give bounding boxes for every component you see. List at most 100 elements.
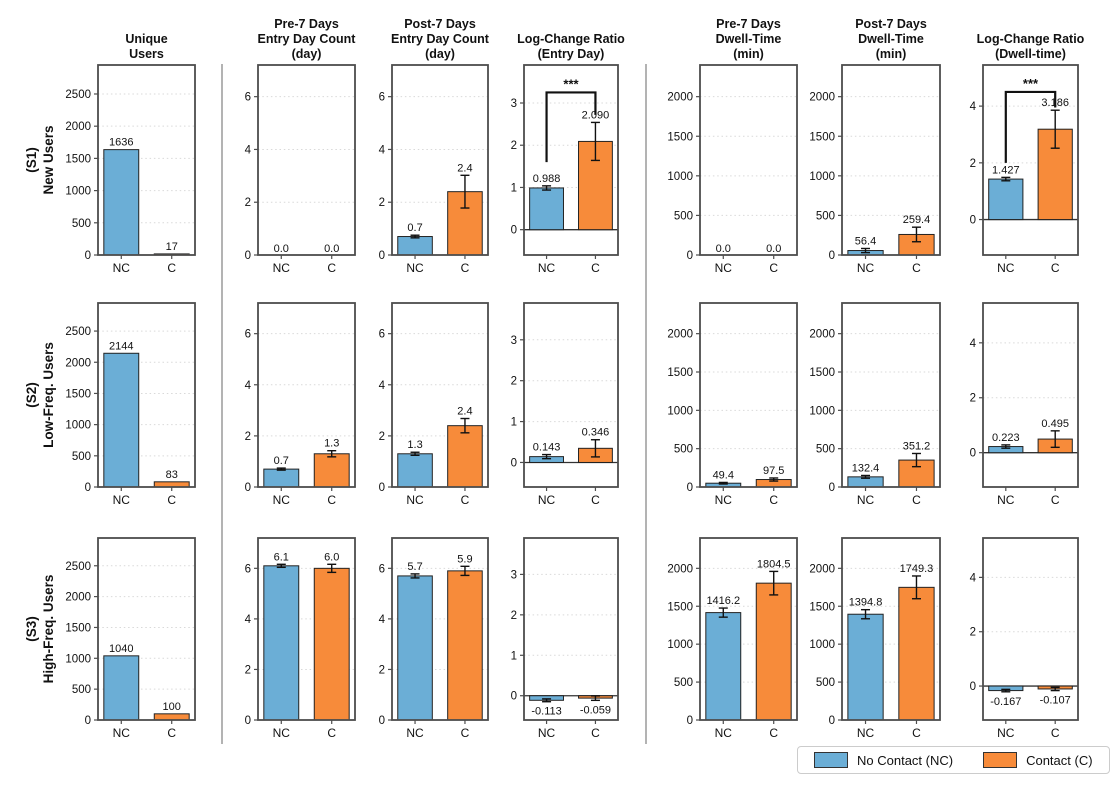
svg-text:1416.2: 1416.2	[706, 595, 740, 607]
svg-text:NC: NC	[715, 493, 733, 507]
svg-text:2: 2	[970, 627, 976, 639]
svg-text:3: 3	[511, 98, 517, 110]
svg-text:1: 1	[511, 182, 517, 194]
svg-text:1500: 1500	[809, 131, 835, 143]
svg-text:351.2: 351.2	[903, 440, 931, 452]
svg-text:***: ***	[563, 76, 579, 91]
svg-text:2.4: 2.4	[457, 162, 472, 174]
svg-text:NC: NC	[997, 261, 1015, 275]
legend-item-no-contact: No Contact (NC)	[814, 752, 953, 768]
svg-text:0.346: 0.346	[582, 427, 610, 439]
svg-text:0.7: 0.7	[274, 455, 289, 467]
svg-text:0.0: 0.0	[716, 243, 731, 255]
svg-text:0: 0	[970, 448, 976, 460]
svg-text:1000: 1000	[65, 653, 91, 665]
chart-panel-s3-post7-dwell: 0 500 1000 1500 2000 NC C 1394.8 1749.3	[809, 537, 941, 740]
svg-text:NC: NC	[273, 261, 291, 275]
legend: No Contact (NC) Contact (C)	[797, 746, 1110, 774]
svg-text:0: 0	[245, 715, 251, 727]
svg-text:0: 0	[511, 691, 517, 703]
svg-text:2.090: 2.090	[582, 109, 610, 121]
svg-text:2500: 2500	[65, 326, 91, 338]
svg-text:C: C	[327, 493, 336, 507]
chart-panel-s2-post7-dwell: 0 500 1000 1500 2000 NC C 132.4 351.2	[809, 302, 941, 507]
legend-item-contact: Contact (C)	[983, 752, 1093, 768]
svg-text:NC: NC	[997, 726, 1015, 740]
svg-text:C: C	[769, 261, 778, 275]
svg-text:1804.5: 1804.5	[757, 558, 791, 570]
svg-text:56.4: 56.4	[855, 235, 876, 247]
svg-text:NC: NC	[113, 261, 131, 275]
svg-text:2: 2	[245, 197, 251, 209]
svg-text:0.0: 0.0	[324, 243, 339, 255]
svg-text:C: C	[769, 493, 778, 507]
column-header-logchange-entry-day: Log-Change Ratio (Entry Day)	[517, 32, 625, 61]
svg-text:1394.8: 1394.8	[849, 597, 883, 609]
svg-text:4: 4	[970, 572, 977, 584]
svg-text:C: C	[769, 726, 778, 740]
svg-text:NC: NC	[715, 261, 733, 275]
svg-text:97.5: 97.5	[763, 465, 784, 477]
svg-text:1500: 1500	[667, 601, 693, 613]
svg-text:0: 0	[829, 715, 835, 727]
chart-panel-s1-logchange-dwell: *** 0 2 4 NC C 1.427 3.186	[970, 64, 1079, 275]
svg-text:1000: 1000	[809, 405, 835, 417]
chart-panel-s2-post7-entry-day: 0 2 4 6 NC C 1.3 2.4	[379, 302, 489, 507]
svg-text:4: 4	[245, 144, 252, 156]
svg-text:-0.113: -0.113	[531, 706, 561, 718]
svg-text:500: 500	[674, 210, 693, 222]
svg-text:2: 2	[970, 158, 976, 170]
svg-text:2000: 2000	[667, 563, 693, 575]
svg-text:0: 0	[970, 215, 976, 227]
svg-text:1.3: 1.3	[324, 438, 339, 450]
svg-text:2: 2	[379, 664, 385, 676]
svg-text:2: 2	[970, 393, 976, 405]
svg-text:NC: NC	[997, 493, 1015, 507]
svg-text:6.0: 6.0	[324, 551, 339, 563]
svg-text:1000: 1000	[667, 171, 693, 183]
chart-panel-s1-post7-entry-day: 0 2 4 6 NC C 0.7 2.4	[379, 64, 489, 275]
svg-text:2.4: 2.4	[457, 406, 472, 418]
svg-text:C: C	[327, 261, 336, 275]
chart-panel-s3-post7-entry-day: 0 2 4 6 NC C 5.7 5.9	[379, 537, 489, 740]
svg-text:2000: 2000	[65, 357, 91, 369]
svg-text:500: 500	[72, 684, 91, 696]
svg-text:0: 0	[687, 250, 693, 262]
section-divider-left	[221, 64, 223, 744]
svg-text:1636: 1636	[109, 137, 133, 149]
svg-text:0: 0	[245, 250, 251, 262]
svg-text:2: 2	[511, 376, 517, 388]
svg-text:NC: NC	[113, 726, 131, 740]
svg-text:4: 4	[245, 380, 252, 392]
svg-text:2: 2	[511, 140, 517, 152]
chart-panel-s3-pre7-entry-day: 0 2 4 6 NC C 6.1 6.0	[245, 537, 356, 740]
svg-text:NC: NC	[406, 261, 424, 275]
svg-text:1: 1	[511, 650, 517, 662]
svg-text:-0.167: -0.167	[990, 696, 1021, 708]
section-divider-right	[645, 64, 647, 744]
svg-text:C: C	[912, 261, 921, 275]
svg-text:3.186: 3.186	[1041, 97, 1069, 109]
svg-text:0: 0	[379, 482, 385, 494]
svg-text:2000: 2000	[809, 92, 835, 104]
svg-text:500: 500	[816, 210, 835, 222]
svg-text:0: 0	[829, 482, 835, 494]
svg-text:1040: 1040	[109, 643, 133, 655]
svg-text:4: 4	[245, 614, 252, 626]
legend-label-contact: Contact (C)	[1026, 752, 1093, 768]
svg-text:0: 0	[379, 250, 385, 262]
svg-text:6: 6	[379, 92, 385, 104]
svg-text:2000: 2000	[65, 592, 91, 604]
svg-text:4: 4	[379, 380, 386, 392]
svg-text:C: C	[912, 493, 921, 507]
chart-panel-s2-unique-users: 0 500 1000 1500 2000 2500 NC C 2144 83	[65, 302, 196, 507]
svg-text:0: 0	[687, 482, 693, 494]
svg-text:2: 2	[245, 431, 251, 443]
svg-text:1000: 1000	[667, 639, 693, 651]
svg-text:1500: 1500	[809, 601, 835, 613]
svg-text:C: C	[461, 493, 470, 507]
svg-text:NC: NC	[538, 726, 556, 740]
svg-text:500: 500	[674, 677, 693, 689]
svg-text:C: C	[461, 261, 470, 275]
svg-text:NC: NC	[538, 261, 556, 275]
